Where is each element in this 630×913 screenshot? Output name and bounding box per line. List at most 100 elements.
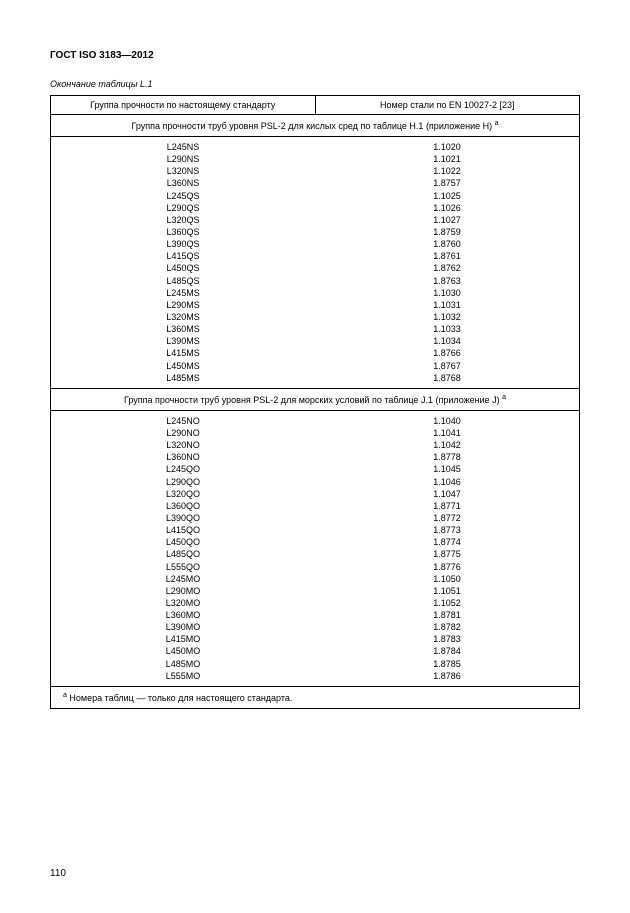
table-row-grade: L320NO: [51, 439, 315, 451]
table-row-number: 1.8767: [315, 360, 579, 372]
table-caption: Окончание таблицы L.1: [50, 79, 580, 89]
table-row-number: 1.1047: [315, 488, 579, 500]
table-row-grade: L360NS: [51, 177, 315, 189]
table-row-number: 1.1032: [315, 311, 579, 323]
table-row-number: 1.8773: [315, 524, 579, 536]
table-row-grade: L290QO: [51, 476, 315, 488]
section1-header: Группа прочности труб уровня PSL-2 для к…: [51, 115, 580, 137]
table-row-number: 1.8785: [315, 658, 579, 670]
table-row-grade: L245NO: [51, 415, 315, 427]
table-row-grade: L390QO: [51, 512, 315, 524]
table-row-grade: L450MS: [51, 360, 315, 372]
table-row-number: 1.1031: [315, 299, 579, 311]
table-row-grade: L485MO: [51, 658, 315, 670]
table-row-grade: L290QS: [51, 202, 315, 214]
table-row-number: 1.8776: [315, 561, 579, 573]
table-row-grade: L415MO: [51, 633, 315, 645]
table-row-grade: L320MO: [51, 597, 315, 609]
table-row-grade: L320QO: [51, 488, 315, 500]
table-row-grade: L360QO: [51, 500, 315, 512]
section2-header: Группа прочности труб уровня PSL-2 для м…: [51, 388, 580, 410]
section2-title: Группа прочности труб уровня PSL-2 для м…: [124, 395, 502, 405]
table-row-grade: L390MO: [51, 621, 315, 633]
table-row-grade: L555MO: [51, 670, 315, 682]
table-row-number: 1.1022: [315, 165, 579, 177]
section1-title: Группа прочности труб уровня PSL-2 для к…: [131, 121, 494, 131]
table-row-number: 1.8775: [315, 548, 579, 560]
table-row-grade: L360MS: [51, 323, 315, 335]
table-row-grade: L290NO: [51, 427, 315, 439]
table-row-number: 1.8771: [315, 500, 579, 512]
table-row-grade: L555QO: [51, 561, 315, 573]
table-row-grade: L245QO: [51, 463, 315, 475]
table-row-number: 1.1021: [315, 153, 579, 165]
table-row-grade: L485QO: [51, 548, 315, 560]
table-row-number: 1.8766: [315, 347, 579, 359]
table-row-number: 1.1030: [315, 287, 579, 299]
section1-data: L245NSL290NSL320NSL360NSL245QSL290QSL320…: [51, 137, 580, 389]
table-row-number: 1.8763: [315, 275, 579, 287]
section2-data: L245NOL290NOL320NOL360NOL245QOL290QOL320…: [51, 410, 580, 686]
table-row-number: 1.1040: [315, 415, 579, 427]
table-row-number: 1.8783: [315, 633, 579, 645]
table-row-number: 1.8759: [315, 226, 579, 238]
table-row-grade: L360NO: [51, 451, 315, 463]
table-row-number: 1.8786: [315, 670, 579, 682]
table-row-grade: L360QS: [51, 226, 315, 238]
document-title: ГОСТ ISO 3183—2012: [50, 50, 580, 61]
table-row-grade: L290MS: [51, 299, 315, 311]
table-row-number: 1.8768: [315, 372, 579, 384]
header-right: Номер стали по EN 10027-2 [23]: [315, 96, 580, 115]
header-left: Группа прочности по настоящему стандарту: [51, 96, 316, 115]
table-row-number: 1.8784: [315, 645, 579, 657]
table-row-number: 1.1042: [315, 439, 579, 451]
table-row-grade: L450QO: [51, 536, 315, 548]
table-row-grade: L390MS: [51, 335, 315, 347]
table-row-grade: L485QS: [51, 275, 315, 287]
table-row-number: 1.8774: [315, 536, 579, 548]
footnote-cell: a Номера таблиц — только для настоящего …: [51, 686, 580, 708]
footnote-text: Номера таблиц — только для настоящего ст…: [67, 693, 292, 703]
table-row-number: 1.1052: [315, 597, 579, 609]
table-row-number: 1.1027: [315, 214, 579, 226]
table-row-number: 1.8782: [315, 621, 579, 633]
table-row-grade: L320QS: [51, 214, 315, 226]
table-row-grade: L415QO: [51, 524, 315, 536]
section2-sup: a: [502, 394, 506, 401]
table-row-grade: L245NS: [51, 141, 315, 153]
table-row-number: 1.1033: [315, 323, 579, 335]
table-row-grade: L320MS: [51, 311, 315, 323]
table-row-number: 1.8760: [315, 238, 579, 250]
table-row-number: 1.8761: [315, 250, 579, 262]
table-row-number: 1.1041: [315, 427, 579, 439]
table-row-number: 1.1046: [315, 476, 579, 488]
table-row-number: 1.8757: [315, 177, 579, 189]
table-row-grade: L450MO: [51, 645, 315, 657]
standards-table: Группа прочности по настоящему стандарту…: [50, 95, 580, 709]
table-row-grade: L290MO: [51, 585, 315, 597]
table-row-grade: L485MS: [51, 372, 315, 384]
table-row-number: 1.1026: [315, 202, 579, 214]
table-row-number: 1.1051: [315, 585, 579, 597]
page-number: 110: [50, 868, 66, 879]
table-row-number: 1.1034: [315, 335, 579, 347]
table-row-grade: L360MO: [51, 609, 315, 621]
table-row-number: 1.8762: [315, 262, 579, 274]
table-row-grade: L245MO: [51, 573, 315, 585]
table-row-grade: L390QS: [51, 238, 315, 250]
table-row-grade: L290NS: [51, 153, 315, 165]
table-row-number: 1.1050: [315, 573, 579, 585]
table-row-number: 1.8781: [315, 609, 579, 621]
table-row-number: 1.1020: [315, 141, 579, 153]
table-row-grade: L450QS: [51, 262, 315, 274]
table-row-number: 1.1025: [315, 190, 579, 202]
table-row-grade: L245MS: [51, 287, 315, 299]
table-row-number: 1.1045: [315, 463, 579, 475]
table-row-number: 1.8778: [315, 451, 579, 463]
table-row-grade: L245QS: [51, 190, 315, 202]
table-row-grade: L415QS: [51, 250, 315, 262]
table-row-number: 1.8772: [315, 512, 579, 524]
table-row-grade: L320NS: [51, 165, 315, 177]
section1-sup: a: [495, 120, 499, 127]
table-row-grade: L415MS: [51, 347, 315, 359]
